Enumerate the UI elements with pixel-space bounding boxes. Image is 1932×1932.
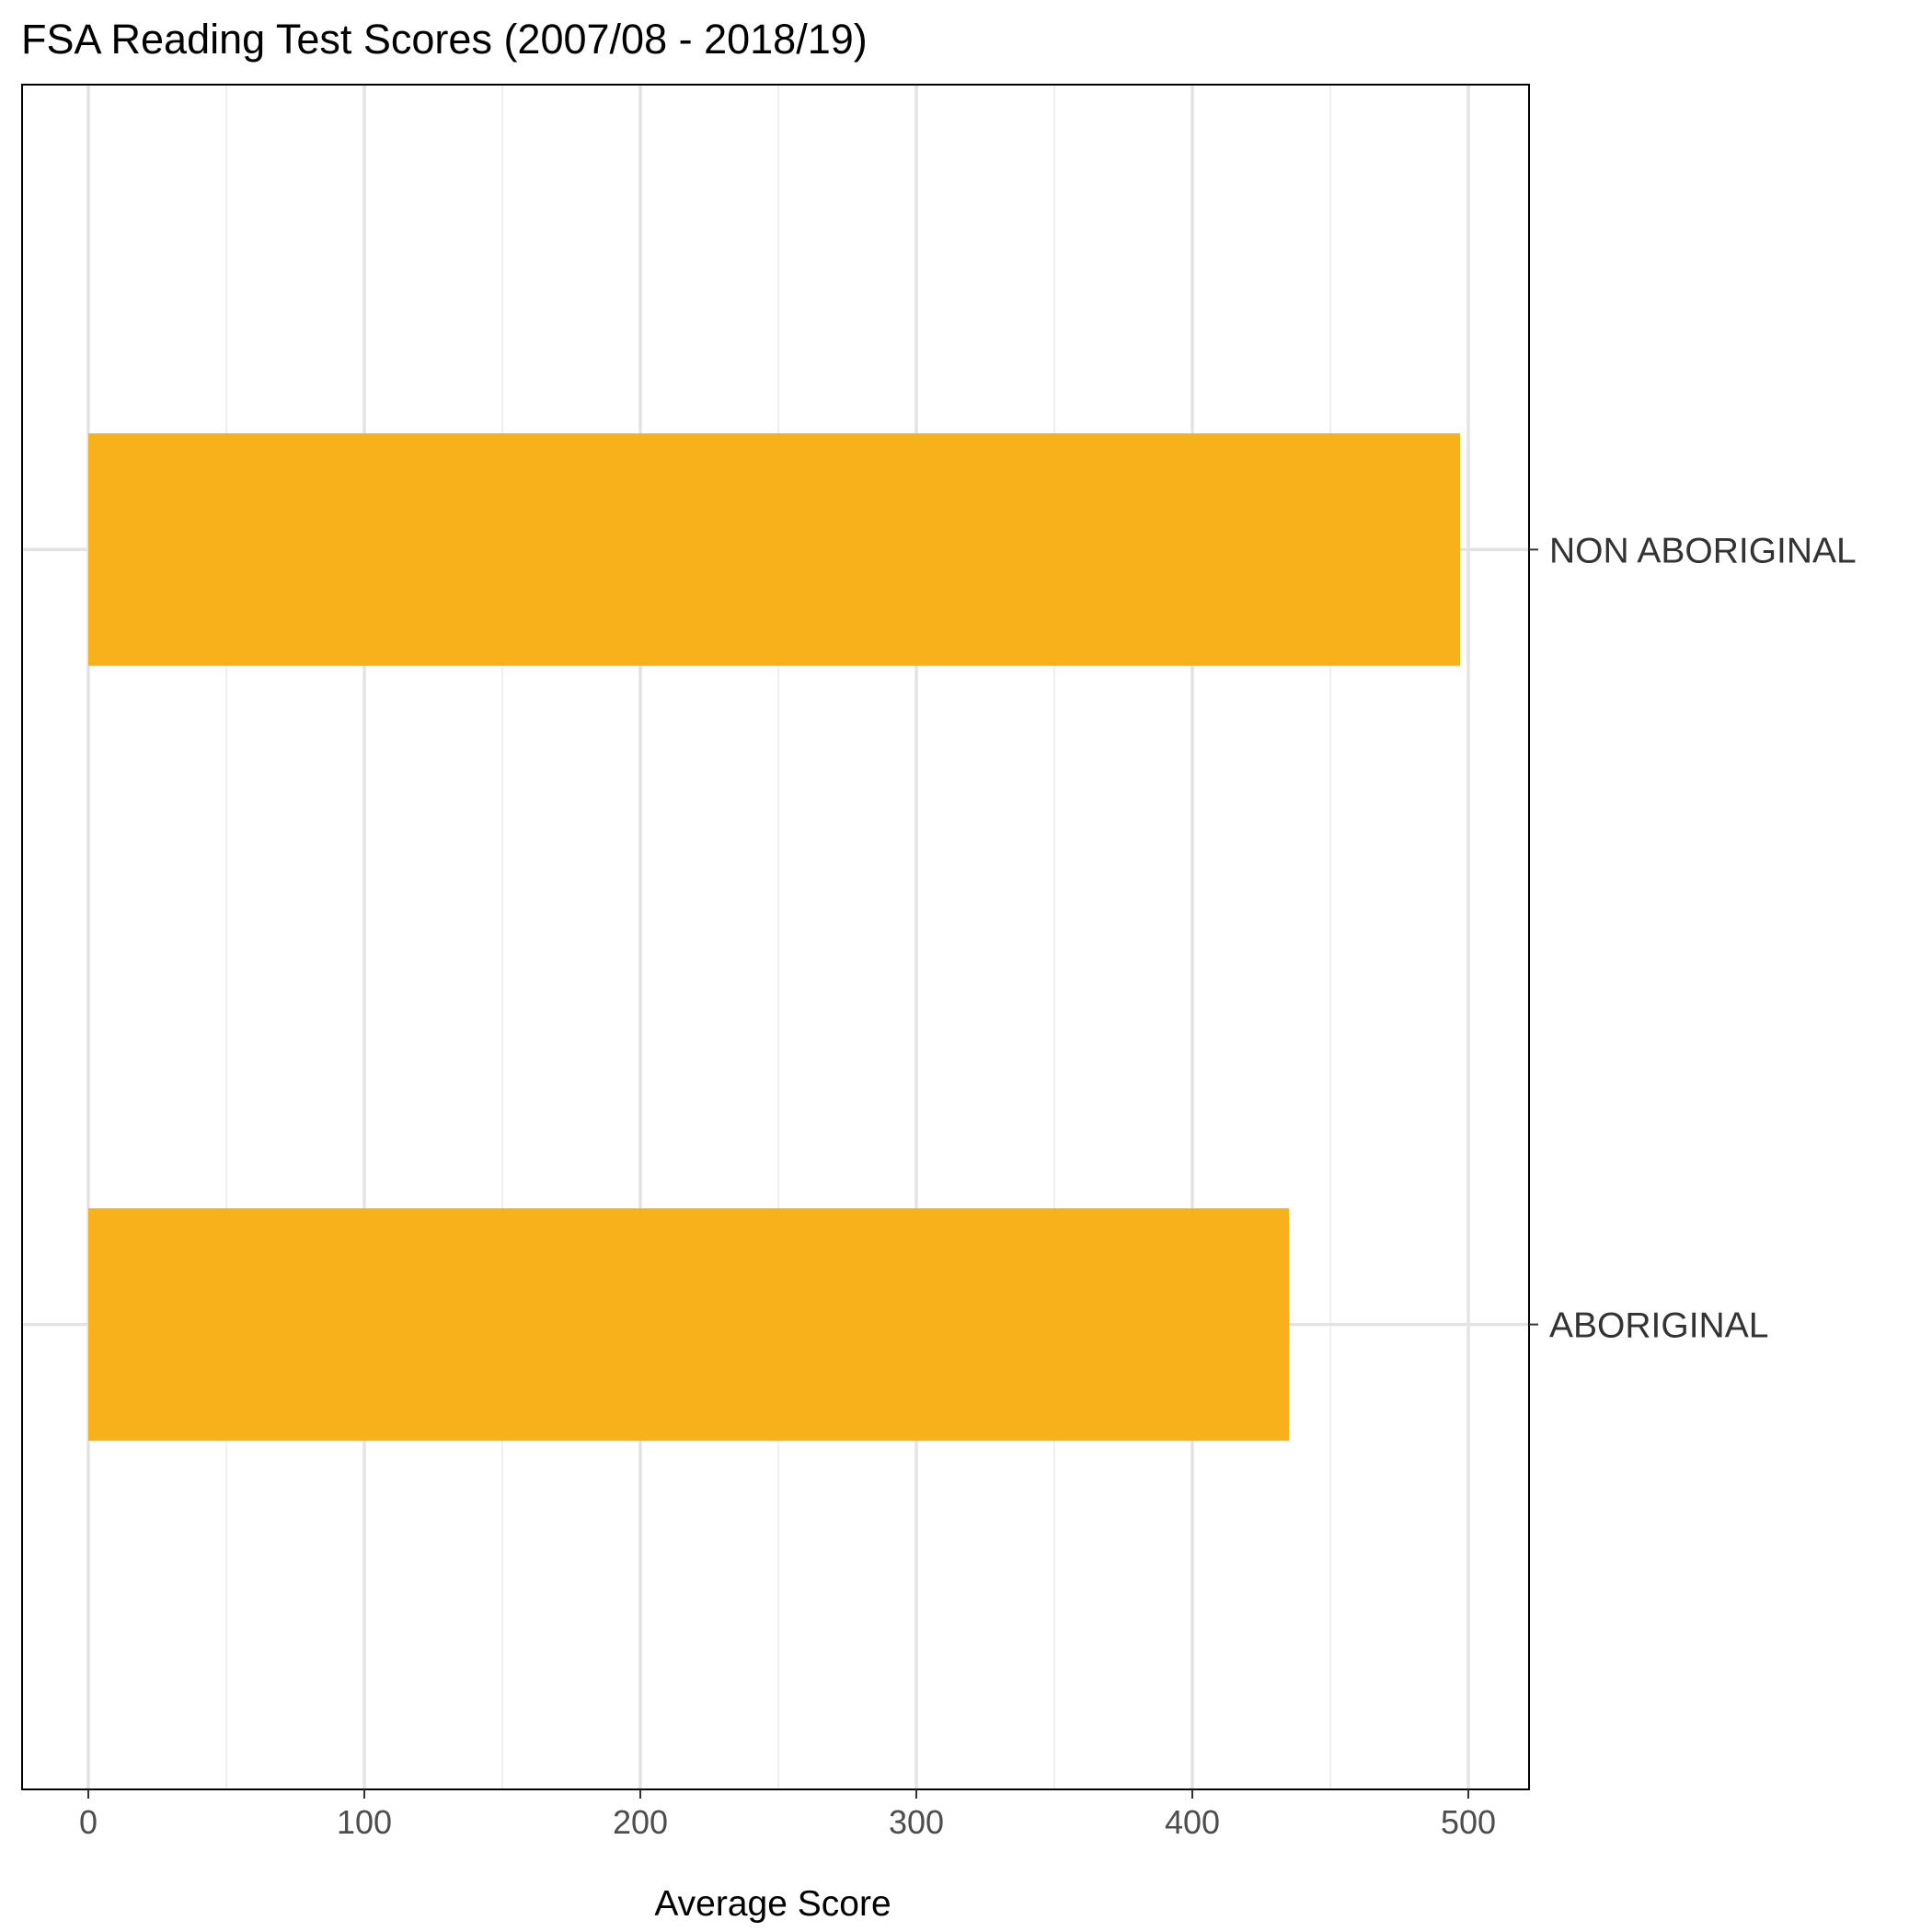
- x-axis-title: Average Score: [654, 1884, 891, 1924]
- x-tick-label-200: 200: [613, 1803, 668, 1841]
- bars: [88, 433, 1460, 1441]
- bar-non-aboriginal: [88, 433, 1460, 666]
- x-tick-label-500: 500: [1441, 1803, 1496, 1841]
- minor-gridlines: [225, 85, 1331, 1789]
- bar-aboriginal: [88, 1208, 1289, 1441]
- major-gridlines: [22, 85, 1529, 1789]
- x-tick-label-300: 300: [889, 1803, 944, 1841]
- x-tick-label-100: 100: [337, 1803, 392, 1841]
- category-axis-ticks: ABORIGINAL NON ABORIGINAL: [1529, 531, 1857, 1346]
- chart-title: FSA Reading Test Scores (2007/08 - 2018/…: [21, 16, 868, 63]
- plot-panel-border: [21, 84, 1530, 1790]
- x-tick-label-0: 0: [79, 1803, 98, 1841]
- x-axis-ticks: 0 100 200 300 400 500: [79, 1789, 1496, 1841]
- x-tick-label-400: 400: [1165, 1803, 1220, 1841]
- category-label-aboriginal: ABORIGINAL: [1549, 1306, 1768, 1346]
- category-label-non-aboriginal: NON ABORIGINAL: [1549, 531, 1857, 570]
